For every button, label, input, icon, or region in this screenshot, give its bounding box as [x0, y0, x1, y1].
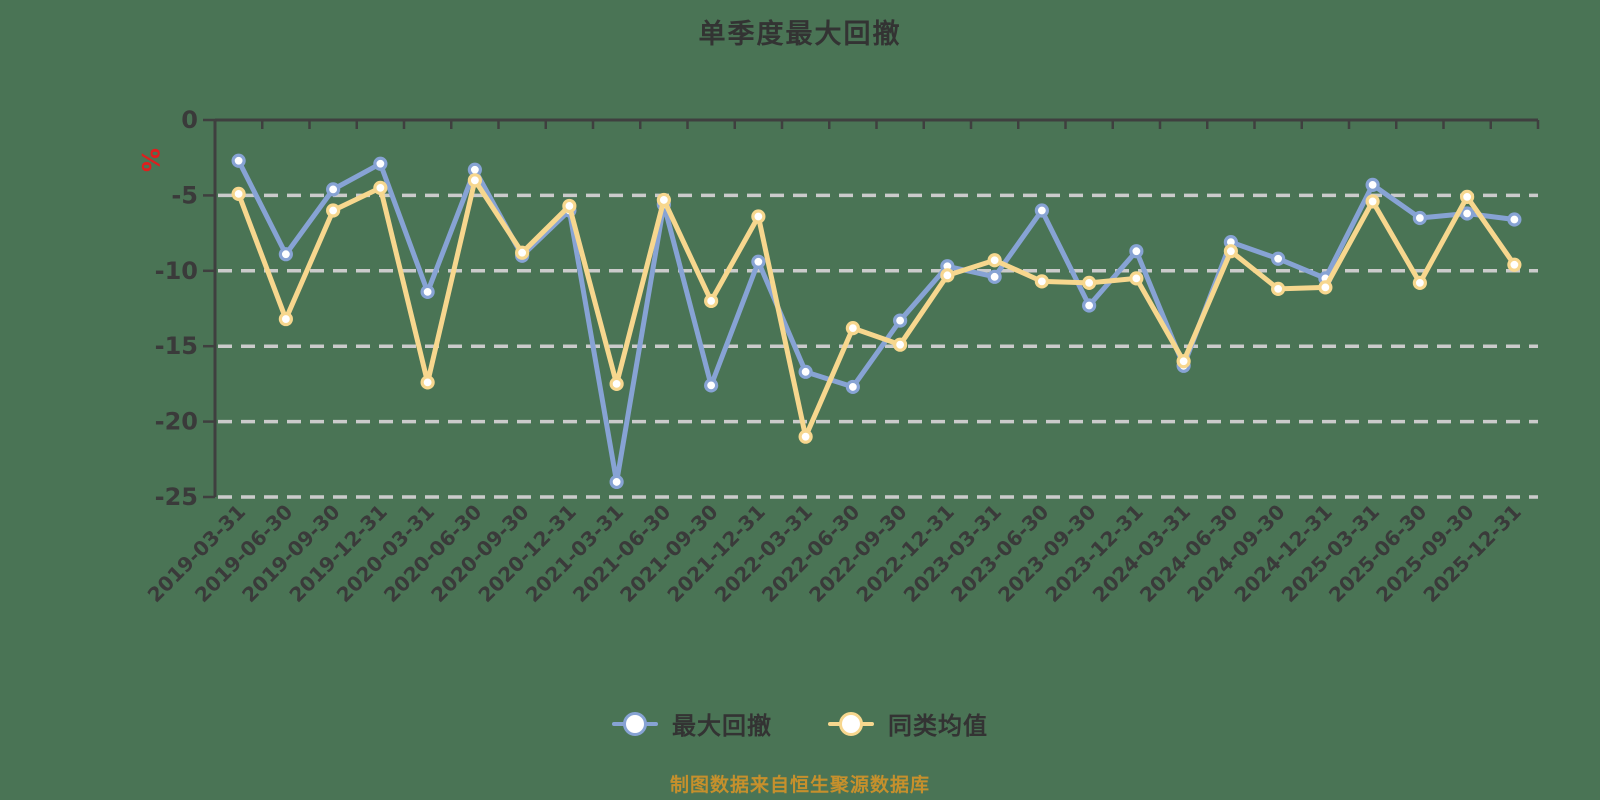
data-point[interactable]	[845, 379, 860, 395]
data-point[interactable]	[1460, 189, 1475, 205]
data-point[interactable]	[609, 474, 624, 490]
legend-label-max-drawdown: 最大回撤	[672, 712, 772, 740]
data-point[interactable]	[1129, 271, 1144, 286]
data-point[interactable]	[987, 253, 1002, 268]
legend-marker-max-drawdown	[612, 711, 658, 737]
data-point[interactable]	[656, 192, 671, 208]
data-point[interactable]	[609, 376, 624, 391]
data-point[interactable]	[326, 182, 341, 197]
data-point[interactable]	[940, 268, 955, 283]
data-point[interactable]	[373, 180, 388, 195]
data-point[interactable]	[1271, 281, 1286, 296]
data-point[interactable]	[1034, 203, 1049, 218]
legend-label-category-average: 同类均值	[888, 712, 988, 740]
series-line-0	[236, 158, 1517, 485]
data-point[interactable]	[704, 378, 719, 393]
data-point[interactable]	[1365, 194, 1380, 209]
data-point[interactable]	[1507, 212, 1522, 227]
data-point[interactable]	[231, 186, 246, 201]
data-point[interactable]	[1460, 206, 1475, 221]
series-line-1	[236, 177, 1517, 440]
data-point[interactable]	[420, 375, 435, 390]
y-axis-label: -10	[155, 257, 198, 285]
data-point[interactable]	[231, 153, 246, 168]
data-point[interactable]	[798, 364, 813, 379]
data-point[interactable]	[1271, 251, 1286, 266]
data-point[interactable]	[1365, 177, 1380, 192]
chart-legend: 最大回撤 同类均值	[0, 706, 1600, 741]
data-point[interactable]	[1082, 275, 1097, 290]
data-point[interactable]	[751, 254, 766, 269]
legend-marker-category-average	[828, 711, 874, 737]
y-axis-label: 0	[181, 106, 198, 134]
data-point[interactable]	[845, 321, 860, 336]
y-axis-label: -20	[155, 408, 198, 436]
data-point[interactable]	[798, 429, 813, 444]
data-point[interactable]	[562, 198, 577, 214]
data-point[interactable]	[1412, 275, 1427, 290]
data-point[interactable]	[420, 284, 435, 300]
data-point[interactable]	[1176, 354, 1191, 369]
y-axis-label: -15	[155, 332, 198, 360]
data-point[interactable]	[751, 209, 766, 224]
data-point[interactable]	[326, 203, 341, 218]
data-point[interactable]	[1223, 244, 1238, 259]
data-point[interactable]	[278, 311, 293, 327]
legend-item-max-drawdown[interactable]: 最大回撤	[612, 706, 772, 741]
data-point[interactable]	[987, 269, 1002, 284]
data-point[interactable]	[1318, 280, 1333, 295]
data-source-note: 制图数据来自恒生聚源数据库	[669, 774, 930, 796]
data-point[interactable]	[1129, 244, 1144, 259]
data-point[interactable]	[373, 156, 388, 171]
data-point[interactable]	[704, 293, 719, 309]
data-point[interactable]	[1034, 274, 1049, 289]
data-point[interactable]	[893, 313, 908, 328]
data-point[interactable]	[515, 245, 530, 260]
y-axis-label: -5	[171, 181, 198, 209]
data-point[interactable]	[893, 337, 908, 352]
data-point[interactable]	[278, 247, 293, 262]
data-point[interactable]	[1507, 257, 1522, 272]
data-point[interactable]	[1412, 210, 1427, 226]
legend-item-category-average[interactable]: 同类均值	[828, 706, 988, 741]
data-point[interactable]	[1082, 298, 1097, 313]
y-axis-label: -25	[155, 483, 198, 511]
data-point[interactable]	[467, 173, 482, 188]
chart-title: 单季度最大回撤	[698, 19, 902, 50]
